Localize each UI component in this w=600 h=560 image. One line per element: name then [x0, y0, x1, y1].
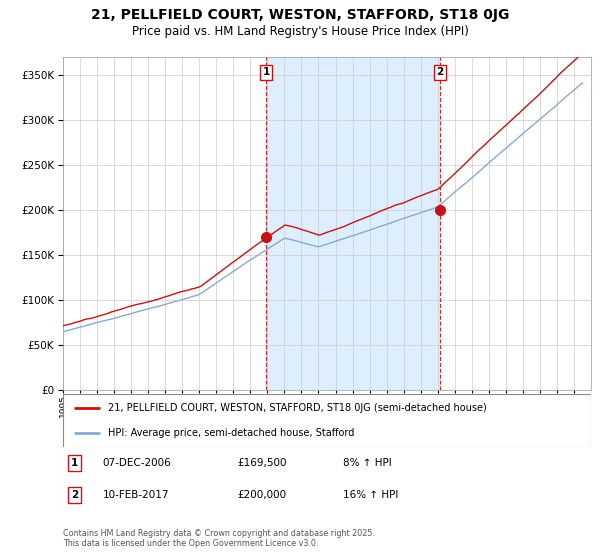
Text: 21, PELLFIELD COURT, WESTON, STAFFORD, ST18 0JG: 21, PELLFIELD COURT, WESTON, STAFFORD, S…	[91, 8, 509, 22]
Text: 2: 2	[71, 490, 78, 500]
Text: Contains HM Land Registry data © Crown copyright and database right 2025.
This d: Contains HM Land Registry data © Crown c…	[63, 529, 375, 548]
Text: 1: 1	[262, 67, 269, 77]
Text: 07-DEC-2006: 07-DEC-2006	[103, 458, 172, 468]
Text: £200,000: £200,000	[237, 490, 286, 500]
Text: 16% ↑ HPI: 16% ↑ HPI	[343, 490, 398, 500]
Text: 1: 1	[71, 458, 78, 468]
FancyBboxPatch shape	[63, 394, 591, 447]
Bar	[266, 57, 440, 390]
Text: 10-FEB-2017: 10-FEB-2017	[103, 490, 169, 500]
Text: 8% ↑ HPI: 8% ↑ HPI	[343, 458, 392, 468]
Text: 21, PELLFIELD COURT, WESTON, STAFFORD, ST18 0JG (semi-detached house): 21, PELLFIELD COURT, WESTON, STAFFORD, S…	[108, 403, 487, 413]
Text: HPI: Average price, semi-detached house, Stafford: HPI: Average price, semi-detached house,…	[108, 428, 354, 438]
Text: 2: 2	[436, 67, 443, 77]
Text: Price paid vs. HM Land Registry's House Price Index (HPI): Price paid vs. HM Land Registry's House …	[131, 25, 469, 38]
Text: £169,500: £169,500	[237, 458, 287, 468]
